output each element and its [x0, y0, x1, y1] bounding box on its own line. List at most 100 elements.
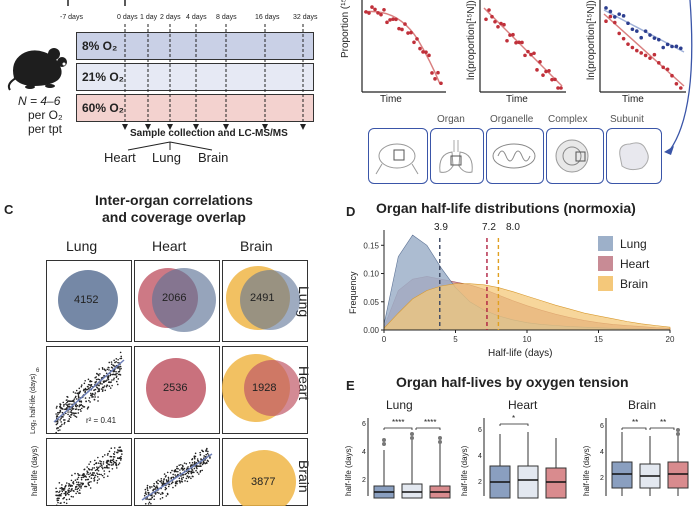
scatter-point [181, 479, 183, 481]
scatter-point [70, 490, 72, 492]
scatter-point [55, 488, 57, 490]
scatter-ylabel-2: half-life (days) [30, 446, 39, 496]
scatter-point [61, 487, 63, 489]
scatter-point [73, 483, 75, 485]
scatter-point [98, 368, 100, 370]
scatter-point [63, 502, 65, 504]
scatter-point [149, 498, 151, 500]
density-x-tick-label: 20 [666, 335, 675, 344]
density-ylabel: Frequency [348, 271, 358, 314]
scatter-point [80, 404, 82, 406]
kinetics-point-red [609, 15, 613, 19]
scatter-point [89, 469, 91, 471]
scatter-point [121, 450, 123, 452]
scatter-point [61, 493, 63, 495]
scatter-point [117, 457, 119, 459]
scatter-ylabel-1: Log₂ half-life (days) [30, 374, 37, 434]
scatter-point [78, 482, 80, 484]
scatter-point [99, 373, 101, 375]
kinetics-plot-proportion [348, 0, 448, 96]
scatter-point [97, 396, 99, 398]
scatter-point [168, 486, 170, 488]
scatter-point [162, 497, 164, 499]
scatter-point [88, 485, 90, 487]
scatter-point [57, 502, 59, 504]
scatter-point [195, 470, 197, 472]
svg-text:4: 4 [478, 453, 482, 460]
lung-heart-overlap: 2066 [162, 292, 186, 304]
scatter-point [101, 383, 103, 385]
scatter-point [96, 379, 98, 381]
scatter-point [68, 494, 70, 496]
scatter-point [194, 462, 196, 464]
scatter-point [107, 384, 109, 386]
scatter-point [120, 366, 122, 368]
scatter-point [103, 470, 105, 472]
scatter-point [94, 394, 96, 396]
scatter-point [80, 485, 82, 487]
scatter-point [186, 473, 188, 475]
scatter-point [64, 422, 66, 424]
scatter-point [188, 473, 190, 475]
svg-text:2: 2 [362, 477, 366, 484]
kinetics-point [427, 54, 431, 58]
scatter-point [65, 408, 67, 410]
scatter-point [113, 379, 115, 381]
scatter-point [188, 471, 190, 473]
scatter-point [71, 410, 73, 412]
scatter-point [102, 468, 104, 470]
kinetics-point [379, 13, 383, 17]
scatter-point [63, 489, 65, 491]
scatter-point [75, 409, 77, 411]
scatter-point [61, 484, 63, 486]
scatter-point [78, 388, 80, 390]
scatter-point [74, 398, 76, 400]
scatter-point [181, 468, 183, 470]
scatter-point [95, 470, 97, 472]
density-xlabel: Half-life (days) [488, 348, 552, 359]
scatter-point [189, 462, 191, 464]
scatter-point [78, 394, 80, 396]
scatter-point [62, 416, 64, 418]
scatter-point [194, 468, 196, 470]
scatter-point [81, 477, 83, 479]
scatter-point [90, 385, 92, 387]
scatter-point [60, 410, 62, 412]
scatter-point [108, 467, 110, 469]
scatter-point [97, 482, 99, 484]
scatter-point [180, 464, 182, 466]
scatter-point [59, 482, 61, 484]
scatter-point [200, 462, 202, 464]
scatter-point [106, 461, 108, 463]
scatter-point [197, 458, 199, 460]
scatter-point [105, 381, 107, 383]
scatter-point [87, 407, 89, 409]
scatter-point [175, 470, 177, 472]
scatter-point [163, 478, 165, 480]
scatter-point [106, 386, 108, 388]
kinetics-point [520, 41, 524, 45]
kinetics-point [547, 69, 551, 73]
legend-heart: Heart [620, 257, 649, 271]
scatter-point [109, 471, 111, 473]
scatter-point [156, 482, 158, 484]
scatter-point [108, 375, 110, 377]
kinetics-point-blue [604, 6, 608, 10]
scatter-point [58, 492, 60, 494]
scatter-point [88, 474, 90, 476]
lung-count: 4152 [74, 294, 98, 306]
scatter-point [194, 456, 196, 458]
scatter-point [121, 453, 123, 455]
scatter-point [168, 477, 170, 479]
legend-heart-swatch [598, 256, 613, 271]
scatter-point [79, 486, 81, 488]
kinetics-point-red [622, 37, 626, 41]
scatter-point [78, 406, 80, 408]
scatter-point [67, 396, 69, 398]
scatter-point [56, 406, 58, 408]
scatter-point [202, 451, 204, 453]
lung-organ-icon [434, 134, 478, 178]
scatter-point [96, 466, 98, 468]
kinetics-point [523, 54, 527, 58]
scatter-point [74, 392, 76, 394]
